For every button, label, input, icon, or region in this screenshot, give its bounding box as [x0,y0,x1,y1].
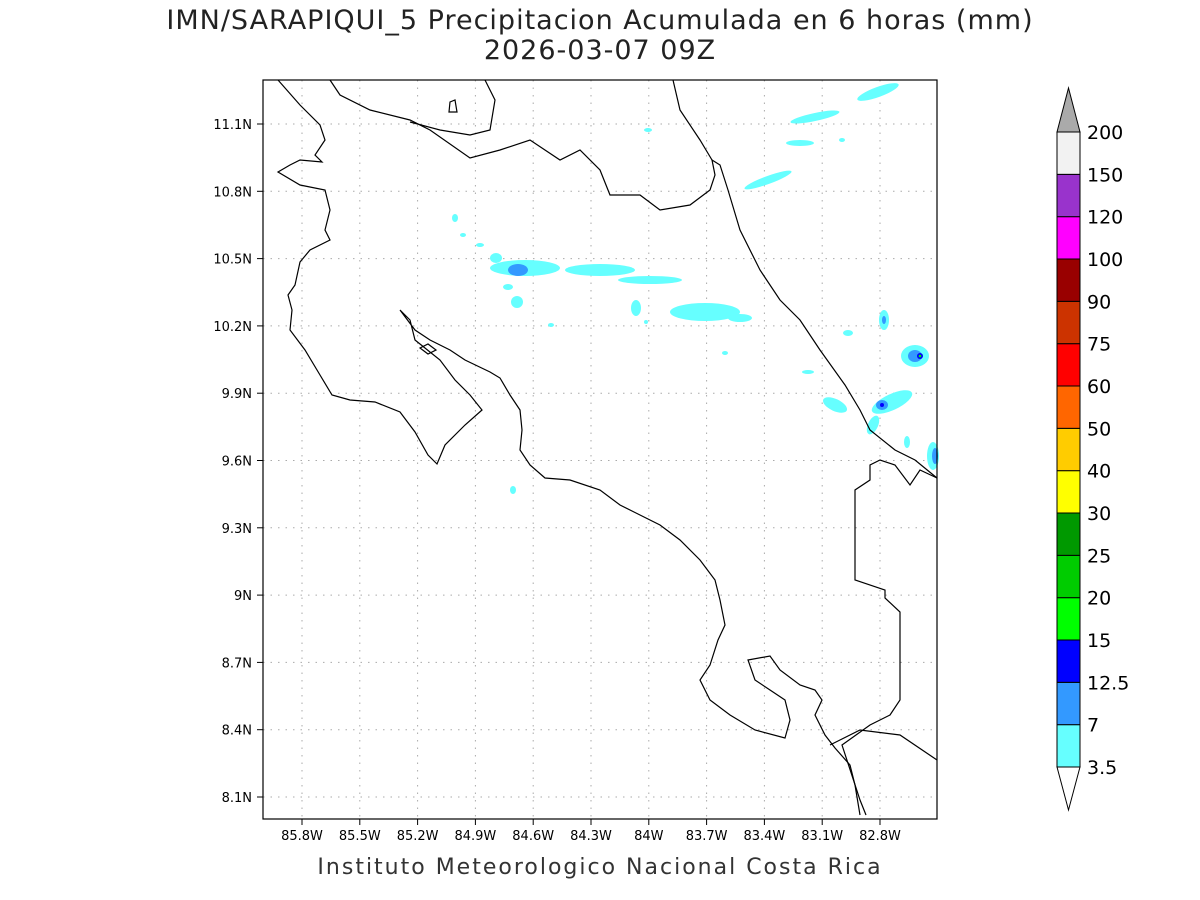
colorbar-swatch [1056,216,1081,260]
lon-tick-label: 85.8W [281,829,323,844]
colorbar-under-triangle [1056,766,1081,812]
colorbar-swatch [1056,173,1081,218]
colorbar-label: 12.5 [1087,672,1129,694]
lon-tick-label: 84.6W [512,829,554,844]
lat-tick-label: 8.7N [222,656,252,671]
latitude-axis: 11.1N 10.8N 10.5N 10.2N 9.9N 9.6N 9.3N 9N 8.7N 8.… [213,118,263,806]
colorbar-swatch [1056,724,1081,768]
colorbar-swatch [1056,427,1081,472]
colorbar-swatch [1056,639,1081,683]
map-frame [262,79,938,820]
lat-tick-label: 10.5N [213,253,252,268]
lon-tick-label: 84W [634,829,664,844]
colorbar-over-triangle [1056,86,1081,133]
lon-tick-label: 82.8W [859,829,901,844]
lat-tick-label: 9.6N [222,455,252,470]
lon-tick-label: 84.3W [570,829,612,844]
colorbar-label: 20 [1087,588,1111,610]
lat-tick-label: 8.1N [222,791,252,806]
colorbar-legend: 3.5 7 12.5 15 20 25 30 40 50 60 75 90 100 120 150 200 [1056,86,1129,812]
footer-credit: Instituto Meteorologico Nacional Costa R… [317,855,883,880]
lat-tick-label: 10.8N [213,185,252,200]
colorbar-swatch [1056,512,1081,556]
lon-tick-label: 83.4W [743,829,785,844]
longitude-axis: 85.8W 85.5W 85.2W 84.9W 84.6W 84.3W 84W 83.7W 83… [281,819,901,844]
colorbar-swatch [1056,470,1081,514]
precipitation-areas [452,83,939,494]
colorbar-swatch [1056,131,1081,175]
map-title: IMN/SARAPIQUI_5 Precipitacion Acumulada … [166,5,1034,36]
lat-tick-label: 11.1N [213,118,252,133]
colorbar-label: 3.5 [1087,757,1117,779]
colorbar-swatch [1056,343,1081,387]
map-subtitle: 2026-03-07 09Z [483,35,717,66]
lat-tick-label: 9.3N [222,522,252,537]
colorbar-label: 100 [1087,249,1123,271]
lat-tick-label: 10.2N [213,320,252,335]
colorbar-label: 90 [1087,291,1111,313]
colorbar-swatch [1056,258,1081,302]
colorbar-label: 15 [1087,630,1111,652]
colorbar-label: 50 [1087,418,1111,440]
colorbar-swatch [1056,385,1081,429]
colorbar-label: 7 [1087,715,1099,737]
colorbar-label: 40 [1087,461,1111,483]
colorbar-swatch [1056,300,1081,345]
colorbar-swatch [1056,554,1081,599]
gridlines [263,80,937,819]
lat-tick-label: 9N [234,589,252,604]
lon-tick-label: 85.5W [339,829,381,844]
colorbar-label: 60 [1087,376,1111,398]
colorbar-label: 25 [1087,545,1111,567]
colorbar-label: 120 [1087,207,1123,229]
colorbar-swatch [1056,681,1081,726]
lat-tick-label: 8.4N [222,724,252,739]
lon-tick-label: 84.9W [454,829,496,844]
colorbar-label: 200 [1087,122,1123,144]
lon-tick-label: 83.1W [801,829,843,844]
lon-tick-label: 85.2W [397,829,439,844]
colorbar-label: 30 [1087,503,1111,525]
lat-tick-label: 9.9N [222,387,252,402]
coastline-and-borders [276,79,938,816]
colorbar-label: 75 [1087,334,1111,356]
colorbar-label: 150 [1087,164,1123,186]
colorbar-swatch [1056,597,1081,641]
lon-tick-label: 83.7W [686,829,728,844]
